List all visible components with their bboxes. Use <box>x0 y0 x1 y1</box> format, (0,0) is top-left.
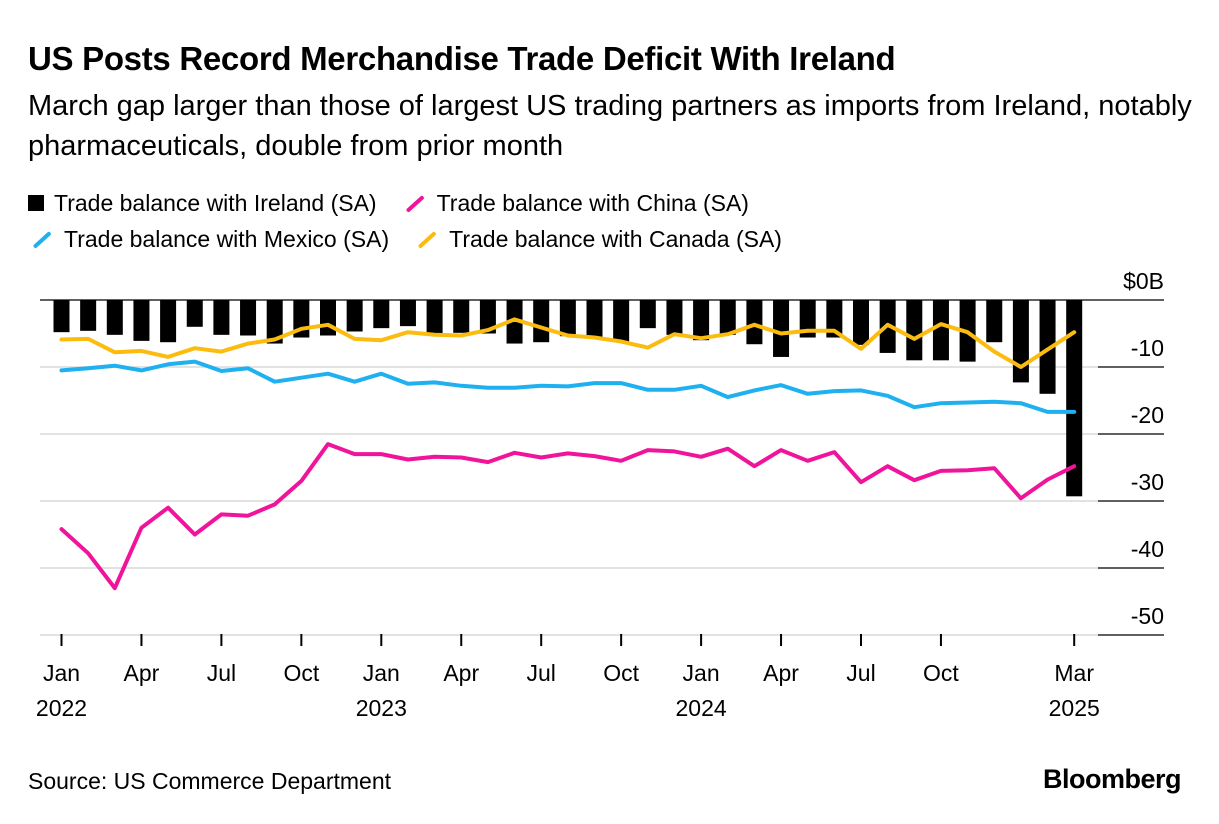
ireland-bar <box>186 300 203 327</box>
ireland-bar <box>639 300 656 329</box>
ireland-bar <box>133 300 150 341</box>
y-tick-label: -10 <box>1131 335 1164 361</box>
legend-label-china: Trade balance with China (SA) <box>436 189 749 216</box>
china-line <box>59 442 1077 591</box>
canada-line <box>59 317 1077 369</box>
ireland-bar <box>986 300 1003 343</box>
x-tick-year: 2023 <box>356 695 407 721</box>
x-tick-label: Apr <box>124 660 160 686</box>
ireland-bar <box>586 300 603 339</box>
ireland-bar <box>906 300 923 361</box>
x-tick-label: Apr <box>763 660 799 686</box>
ireland-bar <box>932 300 949 361</box>
ireland-bar <box>1039 300 1056 394</box>
legend-item-china: Trade balance with China (SA) <box>401 190 749 217</box>
ireland-bar <box>53 300 70 333</box>
ireland-bar <box>479 300 496 334</box>
chart-title: US Posts Record Merchandise Trade Defici… <box>28 40 896 77</box>
x-tick-label: Oct <box>603 660 639 686</box>
ireland-bar <box>80 300 97 331</box>
x-tick-label: Oct <box>923 660 959 686</box>
legend: Trade balance with Ireland (SA) Trade ba… <box>28 185 806 257</box>
ireland-bar <box>426 300 443 334</box>
ireland-bar <box>1012 300 1029 383</box>
ireland-bar <box>613 300 630 342</box>
legend-item-mexico: Trade balance with Mexico (SA) <box>28 226 389 253</box>
x-tick-label: Jul <box>846 660 875 686</box>
ireland-bar <box>213 300 230 335</box>
x-tick-year: 2022 <box>36 695 87 721</box>
x-tick-label: Jan <box>43 660 80 686</box>
ireland-bar <box>533 300 550 343</box>
y-tick-label: -20 <box>1131 402 1164 428</box>
legend-label-ireland: Trade balance with Ireland (SA) <box>54 189 377 216</box>
x-tick-label: Jan <box>683 660 720 686</box>
source-note: Source: US Commerce Department <box>28 768 392 794</box>
legend-label-canada: Trade balance with Canada (SA) <box>449 225 782 252</box>
y-tick-label: -30 <box>1131 469 1164 495</box>
ireland-bar <box>773 300 790 357</box>
ireland-bar <box>320 300 336 336</box>
ireland-bar <box>666 300 683 335</box>
x-tick-label: Jul <box>207 660 236 686</box>
legend-item-canada: Trade balance with Canada (SA) <box>413 226 782 253</box>
chart-subtitle: March gap larger than those of largest U… <box>28 90 1192 162</box>
ireland-bar <box>559 300 576 337</box>
ireland-bar <box>453 300 470 333</box>
legend-swatch-ireland <box>28 195 44 211</box>
y-tick-label: -50 <box>1131 603 1164 629</box>
ireland-bar <box>799 300 816 338</box>
ireland-bar <box>1066 300 1083 497</box>
ireland-bar <box>266 300 283 344</box>
ireland-bar <box>746 300 763 345</box>
x-tick-label: Mar <box>1054 660 1094 686</box>
ireland-bar <box>506 300 523 344</box>
y-tick-label: $0B <box>1123 268 1164 294</box>
bloomberg-logo: Bloomberg <box>1042 764 1182 794</box>
legend-label-mexico: Trade balance with Mexico (SA) <box>64 225 390 252</box>
ireland-bar <box>160 300 177 343</box>
mexico-line <box>59 359 1077 414</box>
x-tick-label: Jan <box>363 660 400 686</box>
ireland-bar <box>826 300 843 338</box>
ireland-bar <box>373 300 390 329</box>
x-tick-label: Jul <box>526 660 555 686</box>
ireland-bar <box>853 300 869 345</box>
x-tick-label: Apr <box>443 660 479 686</box>
ireland-bar <box>106 300 123 335</box>
ireland-bar <box>719 300 736 335</box>
legend-item-ireland: Trade balance with Ireland (SA) <box>28 190 377 217</box>
ireland-bar <box>346 300 363 332</box>
x-tick-year: 2024 <box>676 695 727 721</box>
ireland-bar <box>240 300 257 336</box>
x-tick-year: 2025 <box>1049 695 1100 721</box>
ireland-bar <box>399 300 416 327</box>
y-tick-label: -40 <box>1131 536 1164 562</box>
x-tick-label: Oct <box>283 660 319 686</box>
ireland-bar <box>693 300 710 341</box>
